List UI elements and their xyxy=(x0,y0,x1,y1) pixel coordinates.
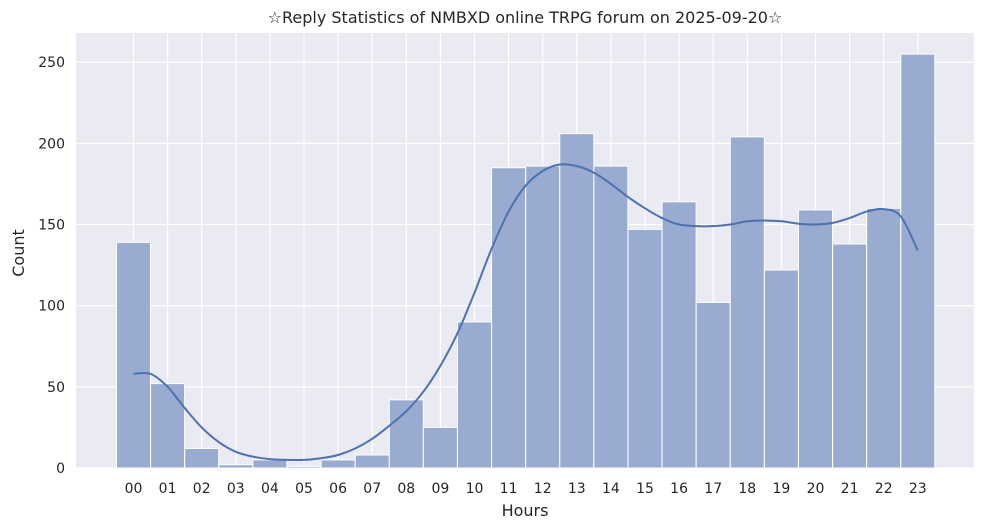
bar-03 xyxy=(218,464,254,469)
bar-02 xyxy=(184,448,220,469)
x-tick-label: 23 xyxy=(909,481,927,497)
bar-23 xyxy=(900,53,936,469)
bar-00 xyxy=(116,241,151,469)
x-axis-label: Hours xyxy=(502,501,549,520)
x-tick-label: 00 xyxy=(125,481,143,497)
chart-title: ☆Reply Statistics of NMBXD online TRPG f… xyxy=(268,8,783,27)
x-tick-label: 02 xyxy=(193,481,211,497)
x-tick-label: 03 xyxy=(227,481,245,497)
x-tick-label: 18 xyxy=(738,481,756,497)
bar-14 xyxy=(593,165,629,469)
x-tick-label: 04 xyxy=(261,481,279,497)
x-tick-label: 21 xyxy=(841,481,859,497)
x-axis-ticks: 00 01 02 03 04 05 06 07 08 09 10 11 12 13 14 15 16 17 18 19… xyxy=(125,481,927,497)
x-tick-label: 01 xyxy=(159,481,177,497)
bar-20 xyxy=(798,209,833,469)
bar-10 xyxy=(457,321,492,469)
y-tick-label: 50 xyxy=(47,380,65,396)
kde-curve xyxy=(133,163,919,462)
x-tick-label: 05 xyxy=(295,481,313,497)
bar-09 xyxy=(422,426,458,469)
x-tick-label: 08 xyxy=(397,481,415,497)
bar-13 xyxy=(559,133,595,469)
x-tick-label: 06 xyxy=(329,481,347,497)
x-tick-label: 07 xyxy=(363,481,381,497)
bar-07 xyxy=(354,454,390,469)
x-tick-label: 17 xyxy=(704,481,722,497)
y-tick-label: 250 xyxy=(38,55,65,71)
bar-04 xyxy=(252,459,288,469)
x-tick-label: 19 xyxy=(772,481,790,497)
bar-17 xyxy=(695,301,731,469)
y-axis-ticks: 0 50 100 150 200 250 xyxy=(38,55,65,477)
bar-01 xyxy=(150,383,186,469)
bar-16 xyxy=(661,201,697,469)
y-axis-label: Count xyxy=(9,229,28,277)
bar-11 xyxy=(491,167,527,469)
bar-06 xyxy=(320,459,356,469)
y-tick-label: 100 xyxy=(38,299,65,315)
x-tick-label: 15 xyxy=(636,481,654,497)
x-tick-label: 09 xyxy=(431,481,449,497)
y-tick-label: 0 xyxy=(56,461,65,477)
x-tick-label: 10 xyxy=(466,481,484,497)
bar-19 xyxy=(763,269,799,469)
bar-22 xyxy=(866,207,902,469)
bar-21 xyxy=(832,243,868,469)
bar-12 xyxy=(525,165,561,469)
x-tick-label: 16 xyxy=(670,481,688,497)
y-tick-label: 200 xyxy=(38,136,65,152)
y-tick-label: 150 xyxy=(38,218,65,234)
x-tick-label: 14 xyxy=(602,481,620,497)
x-tick-label: 11 xyxy=(500,481,518,497)
bar-15 xyxy=(627,228,663,469)
x-tick-label: 13 xyxy=(568,481,586,497)
x-tick-label: 12 xyxy=(534,481,552,497)
x-tick-label: 20 xyxy=(807,481,825,497)
bars xyxy=(116,53,936,469)
bar-18 xyxy=(729,136,765,469)
x-tick-label: 22 xyxy=(875,481,893,497)
bar-05 xyxy=(286,465,322,469)
